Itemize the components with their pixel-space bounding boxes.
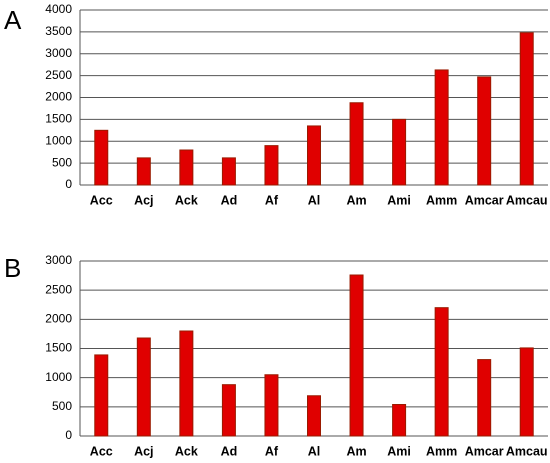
- bar: [94, 354, 109, 437]
- panel-label: B: [4, 253, 21, 283]
- y-tick-label: 1000: [45, 133, 72, 147]
- bar: [477, 359, 492, 437]
- x-tick-label: Al: [308, 444, 321, 458]
- y-tick-label: 3000: [45, 46, 72, 60]
- bar: [136, 337, 151, 437]
- x-tick-label: Acc: [90, 444, 113, 458]
- y-tick-label: 1500: [45, 341, 72, 355]
- bar: [264, 145, 279, 186]
- y-tick-label: 500: [52, 155, 72, 169]
- bar: [264, 374, 279, 437]
- x-tick-label: Ad: [221, 444, 238, 458]
- bar: [519, 32, 534, 186]
- x-tick-label: Acj: [134, 444, 153, 458]
- y-tick-label: 2500: [45, 282, 72, 296]
- x-tick-label: Am: [346, 444, 366, 458]
- y-tick-label: 0: [65, 177, 72, 191]
- bar: [434, 307, 449, 437]
- bar: [94, 129, 109, 186]
- x-tick-label: Ami: [387, 444, 411, 458]
- y-tick-label: 0: [65, 428, 72, 442]
- x-tick-label: Ad: [221, 193, 238, 207]
- y-tick-label: 3000: [45, 253, 72, 267]
- y-tick-label: 1000: [45, 370, 72, 384]
- bar: [392, 118, 407, 186]
- bar: [434, 69, 449, 186]
- x-tick-label: Amcau: [506, 444, 548, 458]
- x-tick-label: Amm: [426, 444, 457, 458]
- x-tick-label: Amcau: [506, 193, 548, 207]
- x-tick-label: Af: [265, 444, 279, 458]
- y-tick-label: 2000: [45, 312, 72, 326]
- bar: [221, 157, 236, 186]
- y-tick-label: 2500: [45, 68, 72, 82]
- bar: [179, 330, 194, 437]
- x-tick-label: Ami: [387, 193, 411, 207]
- bar: [221, 384, 236, 437]
- x-tick-label: Ack: [175, 444, 198, 458]
- x-tick-label: Am: [346, 193, 366, 207]
- x-tick-label: Ack: [175, 193, 198, 207]
- bar: [136, 157, 151, 186]
- bar: [477, 76, 492, 186]
- x-tick-label: Acc: [90, 193, 113, 207]
- bar: [179, 149, 194, 186]
- bar: [349, 102, 364, 186]
- bar: [349, 274, 364, 437]
- bar: [307, 395, 321, 437]
- x-tick-label: Amm: [426, 193, 457, 207]
- bar: [307, 125, 321, 186]
- y-tick-label: 4000: [45, 2, 72, 16]
- x-tick-label: Amcar: [465, 193, 504, 207]
- panel-label: A: [4, 5, 22, 35]
- bar: [392, 404, 407, 437]
- y-tick-label: 3500: [45, 24, 72, 38]
- x-tick-label: Al: [308, 193, 321, 207]
- y-tick-label: 2000: [45, 90, 72, 104]
- x-tick-label: Amcar: [465, 444, 504, 458]
- x-tick-label: Af: [265, 193, 279, 207]
- y-tick-label: 1500: [45, 112, 72, 126]
- bar: [519, 347, 534, 437]
- y-tick-label: 500: [52, 399, 72, 413]
- x-tick-label: Acj: [134, 193, 153, 207]
